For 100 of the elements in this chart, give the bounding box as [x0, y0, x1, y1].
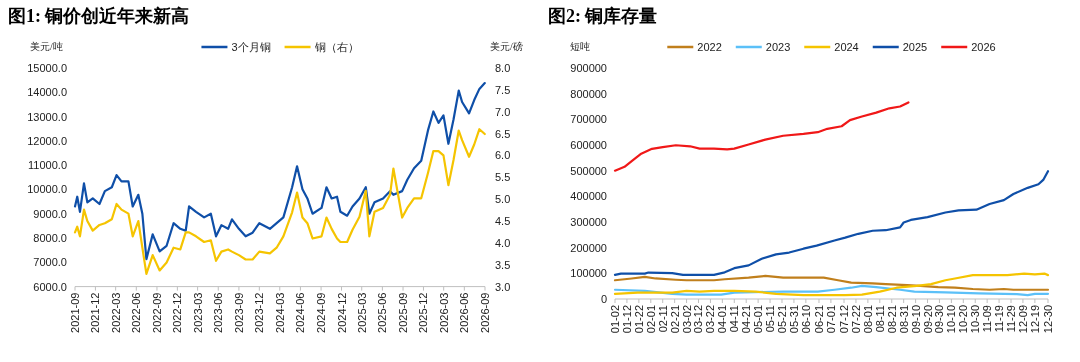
- x-tick-label: 08-31: [897, 305, 910, 334]
- y-tick-label: 10000.0: [27, 183, 67, 196]
- x-tick-label: 01-02: [609, 305, 621, 334]
- y-tick-label: 15000.0: [27, 62, 67, 74]
- y-tick-label: 200000: [570, 241, 607, 254]
- y-tick-label: 500000: [570, 164, 607, 177]
- x-tick-label: 12-09: [1016, 305, 1029, 334]
- x-tick-label: 2025-03: [355, 292, 368, 333]
- x-tick-label: 10-10: [945, 305, 958, 334]
- x-tick-label: 02-01: [644, 305, 657, 334]
- y-tick-label: 100000: [570, 267, 607, 280]
- x-tick-label: 07-12: [838, 305, 851, 334]
- x-tick-label: 2023-03: [191, 292, 204, 333]
- x-tick-label: 2024-12: [335, 292, 348, 333]
- y-tick-label: 13000.0: [27, 110, 67, 123]
- legend-label: 2023: [765, 41, 791, 53]
- x-tick-label: 05-01: [752, 305, 765, 334]
- x-tick-label: 01-12: [620, 305, 633, 334]
- legend-label: 2024: [834, 41, 859, 53]
- x-tick-label: 12-19: [1028, 305, 1041, 334]
- y-tick-label: 400000: [570, 190, 607, 203]
- x-tick-label: 2021-09: [69, 292, 81, 333]
- legend-label: 2022: [697, 41, 722, 53]
- y2-axis-title: 美元/磅: [490, 41, 523, 52]
- y2-tick-label: 4.0: [495, 236, 511, 249]
- y-tick-label: 600000: [570, 139, 607, 151]
- x-tick-label: 11-19: [993, 305, 1006, 333]
- y-tick-label: 900000: [570, 62, 607, 74]
- x-tick-label: 09-20: [921, 305, 934, 334]
- y2-tick-label: 7.5: [495, 83, 511, 96]
- x-tick-label: 07-22: [849, 305, 862, 334]
- legend-label: 2025: [902, 41, 928, 53]
- x-tick-label: 2026-09: [479, 292, 491, 333]
- x-tick-label: 2024-09: [315, 292, 328, 333]
- x-tick-label: 08-11: [873, 305, 886, 333]
- x-tick-label: 07-01: [824, 305, 837, 334]
- y-tick-label: 300000: [570, 216, 607, 228]
- y-tick-label: 14000.0: [27, 86, 67, 99]
- y-tick-label: 800000: [570, 87, 607, 100]
- y-tick-label: 8000.0: [33, 232, 67, 245]
- x-tick-label: 2024-06: [294, 292, 307, 333]
- x-tick-label: 08-01: [861, 305, 874, 334]
- y-tick-label: 0: [600, 293, 607, 305]
- x-tick-label: 03-02: [680, 305, 693, 334]
- x-tick-label: 2026-03: [437, 292, 450, 333]
- x-tick-label: 03-22: [704, 305, 717, 334]
- x-tick-label: 03-12: [692, 305, 705, 334]
- y-axis-title: 美元/吨: [30, 41, 63, 52]
- y-axis-title: 短吨: [570, 41, 590, 52]
- legend-label: 3个月铜: [231, 41, 271, 53]
- x-tick-label: 10-30: [969, 305, 982, 334]
- x-tick-label: 12-30: [1042, 305, 1054, 334]
- x-tick-label: 05-31: [787, 305, 800, 334]
- x-tick-label: 02-11: [656, 305, 669, 333]
- y2-tick-label: 8.0: [495, 62, 511, 74]
- x-tick-label: 2024-03: [273, 292, 286, 333]
- x-tick-label: 04-01: [716, 305, 729, 334]
- y-tick-label: 6000.0: [33, 280, 67, 293]
- y-tick-label: 11000.0: [28, 159, 67, 172]
- x-tick-label: 02-21: [668, 305, 681, 334]
- x-tick-label: 08-21: [885, 305, 898, 334]
- y-tick-label: 12000.0: [27, 134, 67, 147]
- x-tick-label: 2025-12: [417, 292, 430, 333]
- chart-title: 图1: 铜价创近年来新高: [8, 6, 190, 26]
- x-tick-label: 11-29: [1005, 305, 1018, 333]
- x-tick-label: 2025-09: [397, 292, 410, 333]
- x-tick-label: 2022-03: [109, 292, 122, 333]
- y2-tick-label: 6.5: [495, 127, 511, 140]
- x-tick-label: 09-30: [933, 305, 946, 334]
- x-tick-label: 2023-06: [212, 292, 225, 333]
- x-tick-label: 2023-12: [253, 292, 266, 333]
- y2-tick-label: 5.5: [495, 171, 511, 184]
- x-tick-label: 2022-06: [130, 292, 143, 333]
- y-tick-label: 9000.0: [33, 207, 67, 220]
- legend-label: 2026: [971, 41, 996, 53]
- y2-tick-label: 7.0: [495, 105, 511, 118]
- x-tick-label: 2021-12: [89, 292, 102, 333]
- y2-tick-label: 3.0: [495, 280, 511, 293]
- x-tick-label: 09-10: [909, 305, 922, 334]
- legend-label: 铜（右）: [313, 41, 359, 53]
- x-tick-label: 05-21: [776, 305, 788, 334]
- x-tick-label: 2026-06: [458, 292, 471, 333]
- x-tick-label: 2022-12: [171, 292, 184, 333]
- y-tick-label: 700000: [570, 113, 607, 126]
- chart-title: 图2: 铜库存量: [548, 6, 658, 26]
- x-tick-label: 05-11: [764, 305, 777, 333]
- x-tick-label: 10-20: [957, 305, 970, 334]
- y2-tick-label: 3.5: [495, 258, 511, 271]
- x-tick-label: 2022-09: [150, 292, 163, 333]
- x-tick-label: 2025-06: [376, 292, 389, 333]
- y2-tick-label: 4.5: [495, 215, 511, 228]
- x-tick-label: 11-09: [981, 305, 994, 333]
- x-tick-label: 04-11: [728, 305, 741, 333]
- x-tick-label: 06-21: [812, 305, 825, 334]
- y-tick-label: 7000.0: [33, 256, 67, 269]
- x-tick-label: 01-22: [632, 305, 645, 334]
- x-tick-label: 2023-09: [232, 292, 245, 333]
- y2-tick-label: 5.0: [495, 193, 511, 206]
- x-tick-label: 04-21: [740, 305, 753, 334]
- y2-tick-label: 6.0: [495, 149, 511, 162]
